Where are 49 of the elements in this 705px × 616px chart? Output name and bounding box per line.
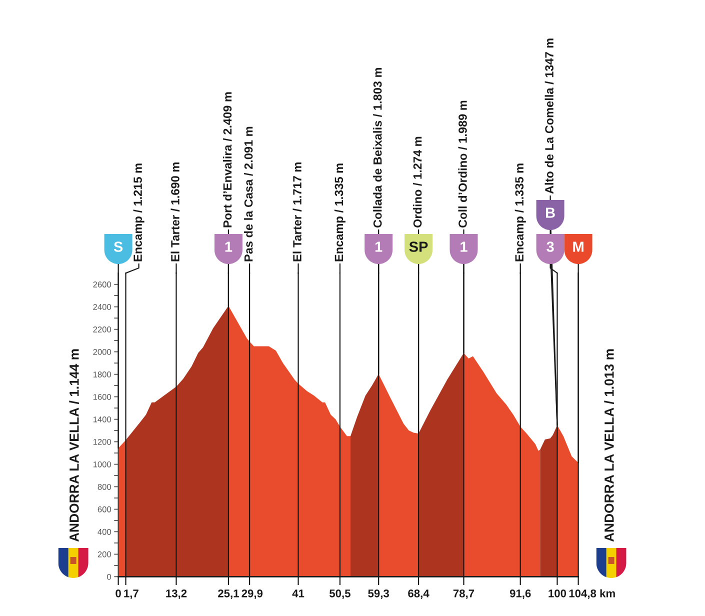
ref-line-label: Encamp / 1.215 m xyxy=(133,164,144,262)
x-tick-label: 68,4 xyxy=(408,589,430,599)
y-tick-label: 1600 xyxy=(93,394,112,400)
x-tick-label: 100 xyxy=(548,589,566,598)
y-tick-label: 2200 xyxy=(93,326,112,332)
annotation: 1 xyxy=(225,242,232,252)
annotation: 1 xyxy=(460,242,468,252)
annotation: 1 xyxy=(375,242,382,252)
y-tick-label: 200 xyxy=(98,551,112,558)
x-tick-label: 29,9 xyxy=(242,589,263,599)
y-tick-label: 400 xyxy=(98,528,112,535)
x-tick-label: 78,7 xyxy=(453,589,474,599)
y-tick-label: 2600 xyxy=(93,282,112,288)
ref-line-label: Port d’Envalira / 2.409 m xyxy=(222,92,232,228)
ref-line-label: Alto de La Comella / 1347 m xyxy=(544,38,554,194)
ref-line-label: Ordino / 1.274 m xyxy=(413,136,422,228)
y-tick-label: 1400 xyxy=(93,416,112,422)
y-tick-label: 2400 xyxy=(93,304,112,310)
annotation: S xyxy=(114,242,123,252)
ref-line-label: Coll d’Ordino / 1.989 m xyxy=(458,100,468,228)
ref-line-label: El Tarter / 1.717 m xyxy=(292,162,302,262)
ref-line-label: Encamp / 1.335 m xyxy=(334,164,346,262)
x-tick-label: 0 xyxy=(116,589,121,598)
y-axis-title: ANDORRA LA VELLA / 1.144 m xyxy=(69,349,79,542)
ref-line-label: Pas de la Casa / 2.091 m xyxy=(244,126,253,262)
x-tick-label: 41 xyxy=(292,590,304,598)
y2-axis-title: ANDORRA LA VELLA / 1.013 m xyxy=(604,349,614,542)
y-tick-label: 1000 xyxy=(93,461,112,468)
ref-line-label: El Tarter / 1.690 m xyxy=(170,162,180,262)
annotation: B xyxy=(546,208,555,218)
annotation: SP xyxy=(409,242,428,252)
x-axis-title: km xyxy=(600,589,615,598)
x-tick-label: 104,8 xyxy=(569,589,596,599)
x-tick-label: 25,1 xyxy=(218,589,239,599)
y-tick-label: 2000 xyxy=(93,349,112,355)
x-tick-label: 13,2 xyxy=(166,589,187,599)
annotation: M xyxy=(573,242,584,252)
y-tick-label: 800 xyxy=(98,484,112,490)
y-tick-label: 1200 xyxy=(93,438,112,445)
x-tick-label: 59,3 xyxy=(368,589,389,599)
x-tick-label: 1,7 xyxy=(124,590,138,599)
y-tick-label: 0 xyxy=(107,574,112,580)
x-tick-label: 91,6 xyxy=(510,589,531,599)
ref-line-label: Collada de Beixalis / 1.803 m xyxy=(373,68,382,228)
y-tick-label: 1800 xyxy=(93,372,112,378)
y-tick-label: 600 xyxy=(98,506,112,512)
annotation: 3 xyxy=(546,242,554,252)
x-tick-label: 50,5 xyxy=(329,589,350,599)
ref-line-label: Encamp / 1.335 m xyxy=(514,164,526,262)
